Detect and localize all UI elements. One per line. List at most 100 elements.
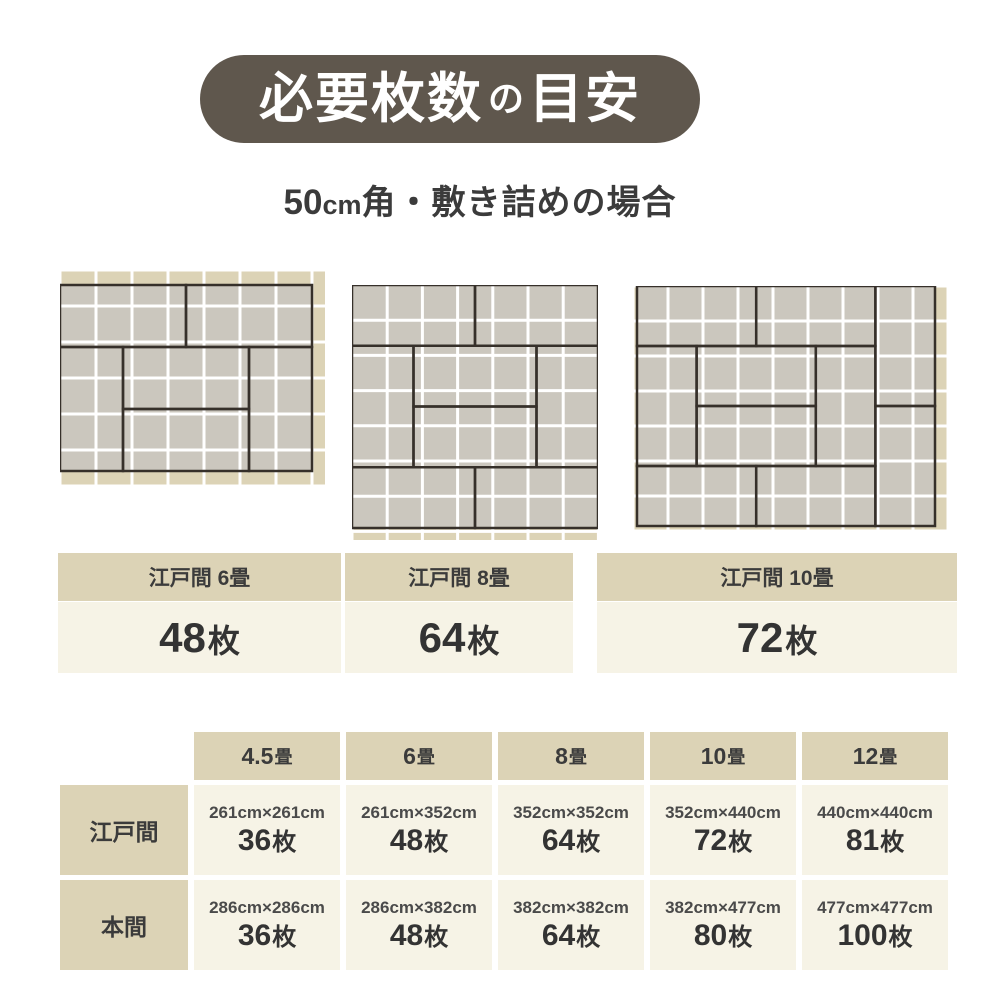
count-unit: 枚 [785, 623, 818, 659]
table-cell: 261cm×352cm 48枚 [346, 785, 492, 875]
table-cell: 382cm×477cm 80枚 [650, 880, 796, 970]
count-number: 48 [159, 614, 206, 661]
tatami-mats [352, 285, 598, 530]
cell-count-number: 36 [237, 918, 272, 952]
col-header-unit: 畳 [727, 747, 746, 767]
table-col-header: 12 畳 [802, 732, 948, 780]
title-banner: 必要枚数 の 目安 [200, 55, 700, 143]
count-unit: 枚 [467, 623, 500, 659]
count-number: 72 [736, 614, 784, 661]
cell-count: 36枚 [237, 823, 297, 857]
cell-count-number: 80 [693, 918, 728, 952]
subtitle: 50cm角・敷き詰めの場合 [0, 183, 960, 223]
row-header-text: 本間 [101, 914, 147, 940]
cell-count: 81枚 [845, 823, 904, 857]
table-cell: 440cm×440cm 81枚 [802, 785, 948, 875]
cell-count-unit: 枚 [576, 828, 601, 856]
cell-count-number: 36 [237, 823, 272, 857]
cell-count-number: 48 [389, 918, 424, 952]
subtitle-unit: cm [322, 190, 362, 220]
table-cell: 477cm×477cm 100枚 [802, 880, 948, 970]
cell-dimensions: 477cm×477cm [817, 897, 933, 917]
cell-dimensions: 261cm×352cm [361, 802, 477, 822]
cell-count-unit: 枚 [424, 828, 449, 856]
cell-count-number: 100 [837, 918, 888, 952]
cell-dimensions: 382cm×382cm [513, 897, 629, 917]
tatami-diagram-edoma-10jo [634, 286, 947, 530]
table-row-header: 江戸間 [60, 785, 188, 875]
cell-count-unit: 枚 [424, 923, 449, 951]
subtitle-number: 50 [283, 183, 323, 222]
cell-count-unit: 枚 [576, 923, 601, 951]
cell-count: 48枚 [389, 823, 449, 857]
col-header-size: 6 [403, 742, 416, 769]
size-card: 江戸間 10畳 72 枚 [597, 553, 957, 673]
cell-count-number: 48 [389, 823, 424, 857]
cell-count-number: 81 [845, 823, 880, 857]
table-cell: 286cm×382cm 48枚 [346, 880, 492, 970]
size-card-label: 江戸間 6畳 [58, 553, 341, 601]
table-corner-spacer [60, 732, 188, 780]
count-unit: 枚 [207, 623, 240, 659]
cell-count: 80枚 [693, 918, 753, 952]
col-header-size: 8 [555, 742, 568, 769]
cell-count: 64枚 [541, 823, 601, 857]
size-card-label-text: 江戸間 8畳 [408, 567, 510, 590]
cell-count-number: 72 [693, 823, 728, 857]
size-card-count: 64 枚 [345, 602, 573, 673]
table-cell: 261cm×261cm 36枚 [194, 785, 340, 875]
row-header-text: 江戸間 [89, 819, 159, 845]
cell-dimensions: 352cm×440cm [665, 802, 781, 822]
cell-count-unit: 枚 [728, 923, 753, 951]
tatami-mats [60, 283, 314, 473]
table-col-header: 10 畳 [650, 732, 796, 780]
col-header-unit: 畳 [416, 747, 435, 767]
col-header-size: 4.5 [241, 742, 274, 769]
cell-count-unit: 枚 [272, 923, 297, 951]
cell-dimensions: 440cm×440cm [817, 802, 933, 822]
cell-count: 72枚 [693, 823, 753, 857]
tatami-diagram-edoma-6jo [60, 271, 325, 485]
col-header-unit: 畳 [879, 747, 898, 767]
cell-count-number: 64 [541, 918, 576, 952]
cell-count: 100枚 [837, 918, 913, 952]
diagrams-row [0, 270, 1000, 542]
size-card-label: 江戸間 10畳 [597, 553, 957, 601]
cell-count: 48枚 [389, 918, 449, 952]
cell-count: 64枚 [541, 918, 601, 952]
size-card: 江戸間 8畳 64 枚 [345, 553, 573, 673]
table-row-header: 本間 [60, 880, 188, 970]
size-card: 江戸間 6畳 48 枚 [58, 553, 341, 673]
cell-count-number: 64 [541, 823, 576, 857]
size-card-count: 72 枚 [597, 602, 957, 673]
tatami-mats [635, 286, 937, 528]
size-card-count: 48 枚 [58, 602, 341, 673]
col-header-size: 10 [700, 742, 727, 769]
count-number: 64 [418, 614, 466, 661]
cell-dimensions: 261cm×261cm [209, 802, 325, 822]
subtitle-text: 角・敷き詰めの場合 [361, 184, 677, 222]
cell-count-unit: 枚 [888, 923, 913, 951]
cell-count-unit: 枚 [272, 828, 297, 856]
cell-dimensions: 352cm×352cm [513, 802, 629, 822]
col-header-size: 12 [852, 742, 879, 769]
col-header-unit: 畳 [568, 747, 587, 767]
cell-count: 36枚 [237, 918, 297, 952]
size-card-label-text: 江戸間 6畳 [148, 567, 251, 590]
cell-dimensions: 382cm×477cm [665, 897, 781, 917]
table-cell: 352cm×440cm 72枚 [650, 785, 796, 875]
table-cell: 352cm×352cm 64枚 [498, 785, 644, 875]
cards-row: 江戸間 6畳 48 枚江戸間 8畳 64 枚江戸間 10畳 72 枚 [0, 553, 1000, 673]
cell-count-unit: 枚 [728, 828, 753, 856]
size-card-label-text: 江戸間 10畳 [720, 567, 834, 590]
col-header-unit: 畳 [274, 747, 293, 767]
title-text-tail: 目安 [529, 69, 641, 129]
cell-dimensions: 286cm×286cm [209, 897, 325, 917]
size-card-label: 江戸間 8畳 [345, 553, 573, 601]
table-cell: 382cm×382cm 64枚 [498, 880, 644, 970]
title-text-main: 必要枚数 [258, 69, 483, 129]
tatami-diagram-edoma-8jo [352, 285, 598, 540]
